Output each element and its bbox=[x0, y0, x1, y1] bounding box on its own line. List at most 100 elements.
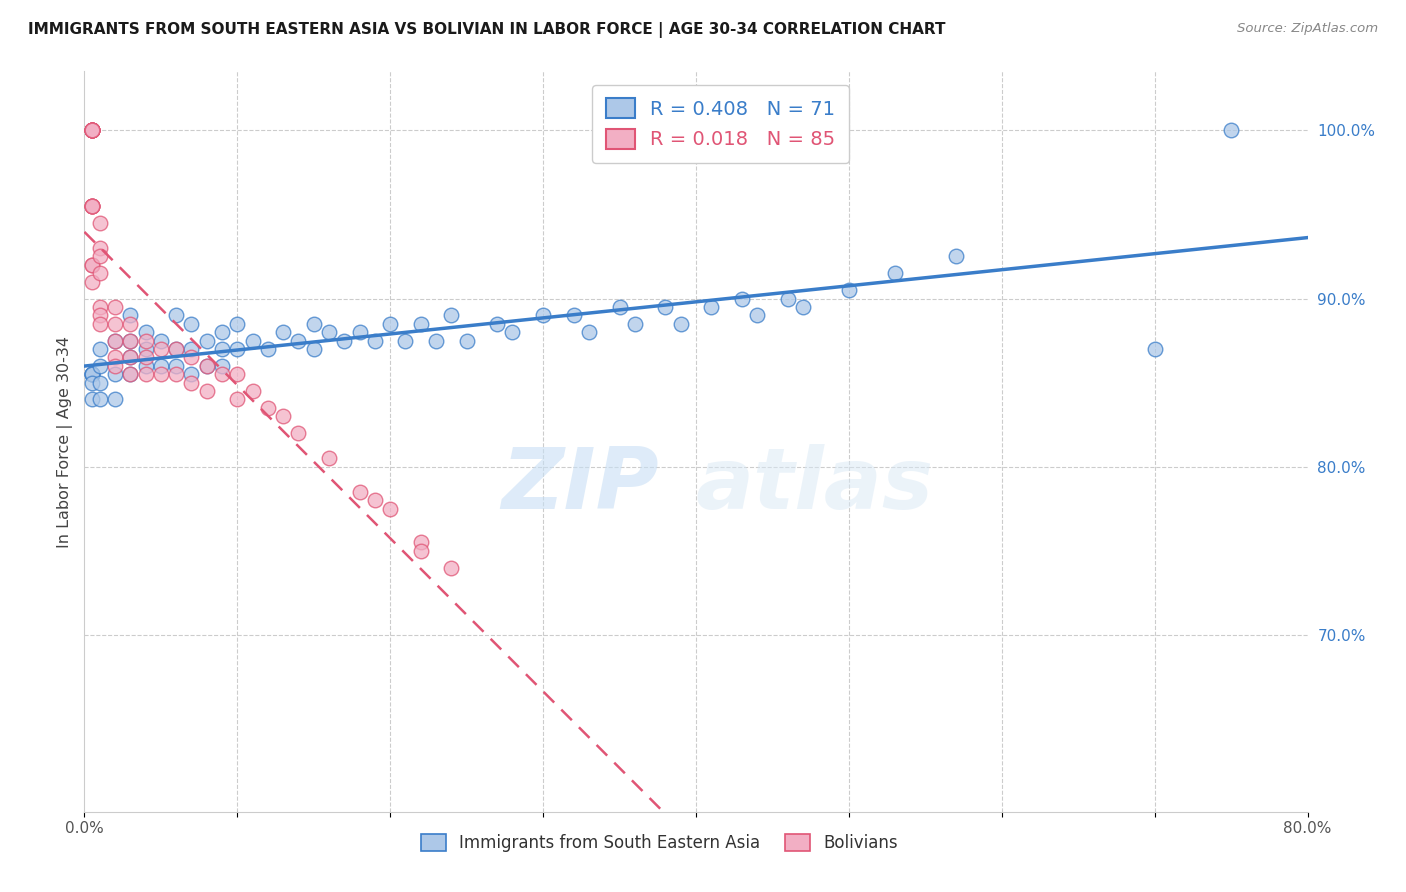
Point bbox=[226, 342, 249, 356]
Point bbox=[89, 392, 111, 407]
Point bbox=[380, 501, 402, 516]
Point bbox=[80, 199, 103, 213]
Point bbox=[135, 368, 157, 382]
Point bbox=[80, 258, 103, 272]
Point bbox=[80, 123, 103, 137]
Point bbox=[80, 123, 103, 137]
Text: atlas: atlas bbox=[696, 444, 934, 527]
Point bbox=[211, 325, 233, 339]
Point bbox=[149, 359, 172, 373]
Point bbox=[104, 334, 127, 348]
Point bbox=[195, 359, 218, 373]
Point bbox=[80, 123, 103, 137]
Point bbox=[257, 401, 280, 415]
Point bbox=[302, 317, 325, 331]
Point bbox=[120, 317, 142, 331]
Point bbox=[271, 409, 294, 424]
Point bbox=[80, 123, 103, 137]
Point bbox=[80, 123, 103, 137]
Point bbox=[165, 359, 187, 373]
Point bbox=[180, 376, 202, 390]
Point bbox=[165, 368, 187, 382]
Point bbox=[409, 317, 432, 331]
Point bbox=[135, 351, 157, 365]
Y-axis label: In Labor Force | Age 30-34: In Labor Force | Age 30-34 bbox=[58, 335, 73, 548]
Point bbox=[135, 359, 157, 373]
Point bbox=[135, 334, 157, 348]
Point bbox=[80, 275, 103, 289]
Point bbox=[211, 368, 233, 382]
Point bbox=[318, 325, 340, 339]
Point bbox=[409, 535, 432, 549]
Point bbox=[180, 351, 202, 365]
Point bbox=[624, 317, 647, 331]
Point bbox=[89, 249, 111, 264]
Point bbox=[425, 334, 447, 348]
Point bbox=[80, 199, 103, 213]
Point bbox=[80, 199, 103, 213]
Point bbox=[349, 485, 371, 500]
Point bbox=[89, 241, 111, 255]
Point bbox=[80, 376, 103, 390]
Point bbox=[104, 300, 127, 314]
Point bbox=[80, 123, 103, 137]
Point bbox=[700, 300, 723, 314]
Point bbox=[364, 493, 387, 508]
Point bbox=[211, 359, 233, 373]
Point bbox=[80, 199, 103, 213]
Point bbox=[89, 300, 111, 314]
Point bbox=[226, 392, 249, 407]
Point bbox=[80, 392, 103, 407]
Point bbox=[195, 384, 218, 398]
Point bbox=[89, 359, 111, 373]
Point bbox=[120, 334, 142, 348]
Point bbox=[80, 123, 103, 137]
Point bbox=[80, 123, 103, 137]
Point bbox=[776, 292, 799, 306]
Point bbox=[211, 342, 233, 356]
Point bbox=[80, 123, 103, 137]
Point bbox=[165, 309, 187, 323]
Text: ZIP: ZIP bbox=[502, 444, 659, 527]
Point bbox=[318, 451, 340, 466]
Point bbox=[394, 334, 416, 348]
Point bbox=[104, 368, 127, 382]
Point bbox=[120, 351, 142, 365]
Point bbox=[80, 368, 103, 382]
Point bbox=[456, 334, 478, 348]
Point bbox=[945, 249, 967, 264]
Legend: Immigrants from South Eastern Asia, Bolivians: Immigrants from South Eastern Asia, Boli… bbox=[413, 828, 904, 859]
Point bbox=[287, 426, 309, 441]
Point bbox=[104, 317, 127, 331]
Point bbox=[80, 368, 103, 382]
Point bbox=[502, 325, 524, 339]
Point bbox=[89, 342, 111, 356]
Point bbox=[180, 342, 202, 356]
Point bbox=[562, 309, 585, 323]
Point bbox=[80, 368, 103, 382]
Point bbox=[333, 334, 356, 348]
Point bbox=[242, 384, 264, 398]
Point bbox=[883, 266, 905, 280]
Point bbox=[149, 342, 172, 356]
Point bbox=[486, 317, 509, 331]
Point bbox=[89, 266, 111, 280]
Point bbox=[80, 123, 103, 137]
Point bbox=[226, 368, 249, 382]
Point bbox=[135, 325, 157, 339]
Point bbox=[271, 325, 294, 339]
Point bbox=[226, 317, 249, 331]
Point bbox=[89, 216, 111, 230]
Point bbox=[747, 309, 769, 323]
Point bbox=[120, 309, 142, 323]
Point bbox=[135, 342, 157, 356]
Point bbox=[89, 309, 111, 323]
Point bbox=[165, 342, 187, 356]
Point bbox=[654, 300, 676, 314]
Point bbox=[120, 368, 142, 382]
Point bbox=[380, 317, 402, 331]
Point bbox=[104, 359, 127, 373]
Point bbox=[287, 334, 309, 348]
Point bbox=[149, 368, 172, 382]
Point bbox=[242, 334, 264, 348]
